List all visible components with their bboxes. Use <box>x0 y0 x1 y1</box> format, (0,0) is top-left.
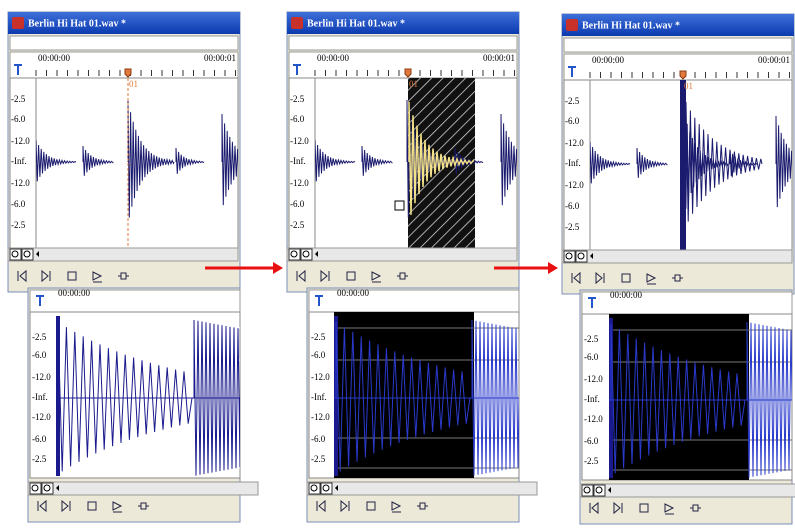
ruler-end: 00:00:01 <box>758 55 790 65</box>
db-label: -2.5 <box>584 456 599 466</box>
db-label: -12.0 <box>311 372 330 382</box>
db-label: -12.0 <box>32 372 51 382</box>
db-label: -2.5 <box>32 454 47 464</box>
db-label: -2.5 <box>11 94 26 104</box>
db-label: -12.0 <box>290 136 309 146</box>
db-label: -12.0 <box>584 374 603 384</box>
scrollbar <box>8 248 238 261</box>
marker-label: 01 <box>684 81 693 91</box>
db-label: -2.5 <box>565 96 580 106</box>
db-label: -Inf. <box>584 394 600 404</box>
scrollbar <box>307 482 537 495</box>
db-label: -12.0 <box>311 412 330 422</box>
db-label: -6.0 <box>290 114 305 124</box>
db-label: -12.0 <box>290 178 309 188</box>
db-label: -6.0 <box>11 114 26 124</box>
app-icon <box>12 17 24 29</box>
db-label: -6.0 <box>584 352 599 362</box>
db-label: -Inf. <box>32 392 48 402</box>
arrow-head <box>548 262 558 274</box>
db-label: -Inf. <box>290 156 306 166</box>
app-icon <box>291 17 303 29</box>
db-label: -6.0 <box>584 436 599 446</box>
scrollbar <box>562 250 792 263</box>
db-label: -2.5 <box>565 222 580 232</box>
ruler-start: 00:00:00 <box>610 290 643 300</box>
db-label: -6.0 <box>565 116 580 126</box>
marker-label: 01 <box>129 79 138 89</box>
db-label: -6.0 <box>11 199 26 209</box>
ruler-start: 00:00:00 <box>317 53 350 63</box>
ruler-end: 00:00:01 <box>204 53 236 63</box>
ruler-end: 00:00:01 <box>483 53 515 63</box>
db-label: -2.5 <box>311 332 326 342</box>
ruler-start: 00:00:00 <box>337 288 370 298</box>
db-label: -6.0 <box>290 199 305 209</box>
ruler-start: 00:00:00 <box>58 288 91 298</box>
overview-bar <box>10 36 238 50</box>
overview-bar <box>289 36 517 50</box>
db-label: -Inf. <box>11 156 27 166</box>
overview-bar <box>564 38 792 52</box>
db-label: -2.5 <box>290 220 305 230</box>
selected-column <box>680 80 686 250</box>
db-label: -2.5 <box>290 94 305 104</box>
db-label: -Inf. <box>311 392 327 402</box>
arrow-head <box>273 262 283 274</box>
db-label: -12.0 <box>11 136 30 146</box>
db-label: -6.0 <box>311 434 326 444</box>
db-label: -2.5 <box>32 332 47 342</box>
db-label: -12.0 <box>565 180 584 190</box>
app-icon <box>566 19 578 31</box>
window-title: Berlin Hi Hat 01.wav * <box>28 18 126 29</box>
db-label: -12.0 <box>32 412 51 422</box>
scrollbar <box>287 248 517 261</box>
screenshot: Berlin Hi Hat 01.wav * 00:00:00 00:00:01 01… <box>0 0 795 526</box>
db-label: -2.5 <box>584 334 599 344</box>
cursor-icon <box>395 201 404 210</box>
db-label: -12.0 <box>11 178 30 188</box>
db-label: -12.0 <box>565 138 584 148</box>
db-label: -2.5 <box>11 220 26 230</box>
ruler-start: 00:00:00 <box>592 55 625 65</box>
db-label: -6.0 <box>32 350 47 360</box>
window-title: Berlin Hi Hat 01.wav * <box>582 20 680 31</box>
db-label: -2.5 <box>311 454 326 464</box>
window-title: Berlin Hi Hat 01.wav * <box>307 18 405 29</box>
scrollbar <box>28 482 258 495</box>
marker-label: 01 <box>409 79 418 89</box>
scrollbar <box>580 484 795 497</box>
ruler-start: 00:00:00 <box>38 53 71 63</box>
db-label: -6.0 <box>565 201 580 211</box>
db-label: -6.0 <box>32 434 47 444</box>
db-label: -12.0 <box>584 414 603 424</box>
db-label: -Inf. <box>565 158 581 168</box>
db-label: -6.0 <box>311 350 326 360</box>
